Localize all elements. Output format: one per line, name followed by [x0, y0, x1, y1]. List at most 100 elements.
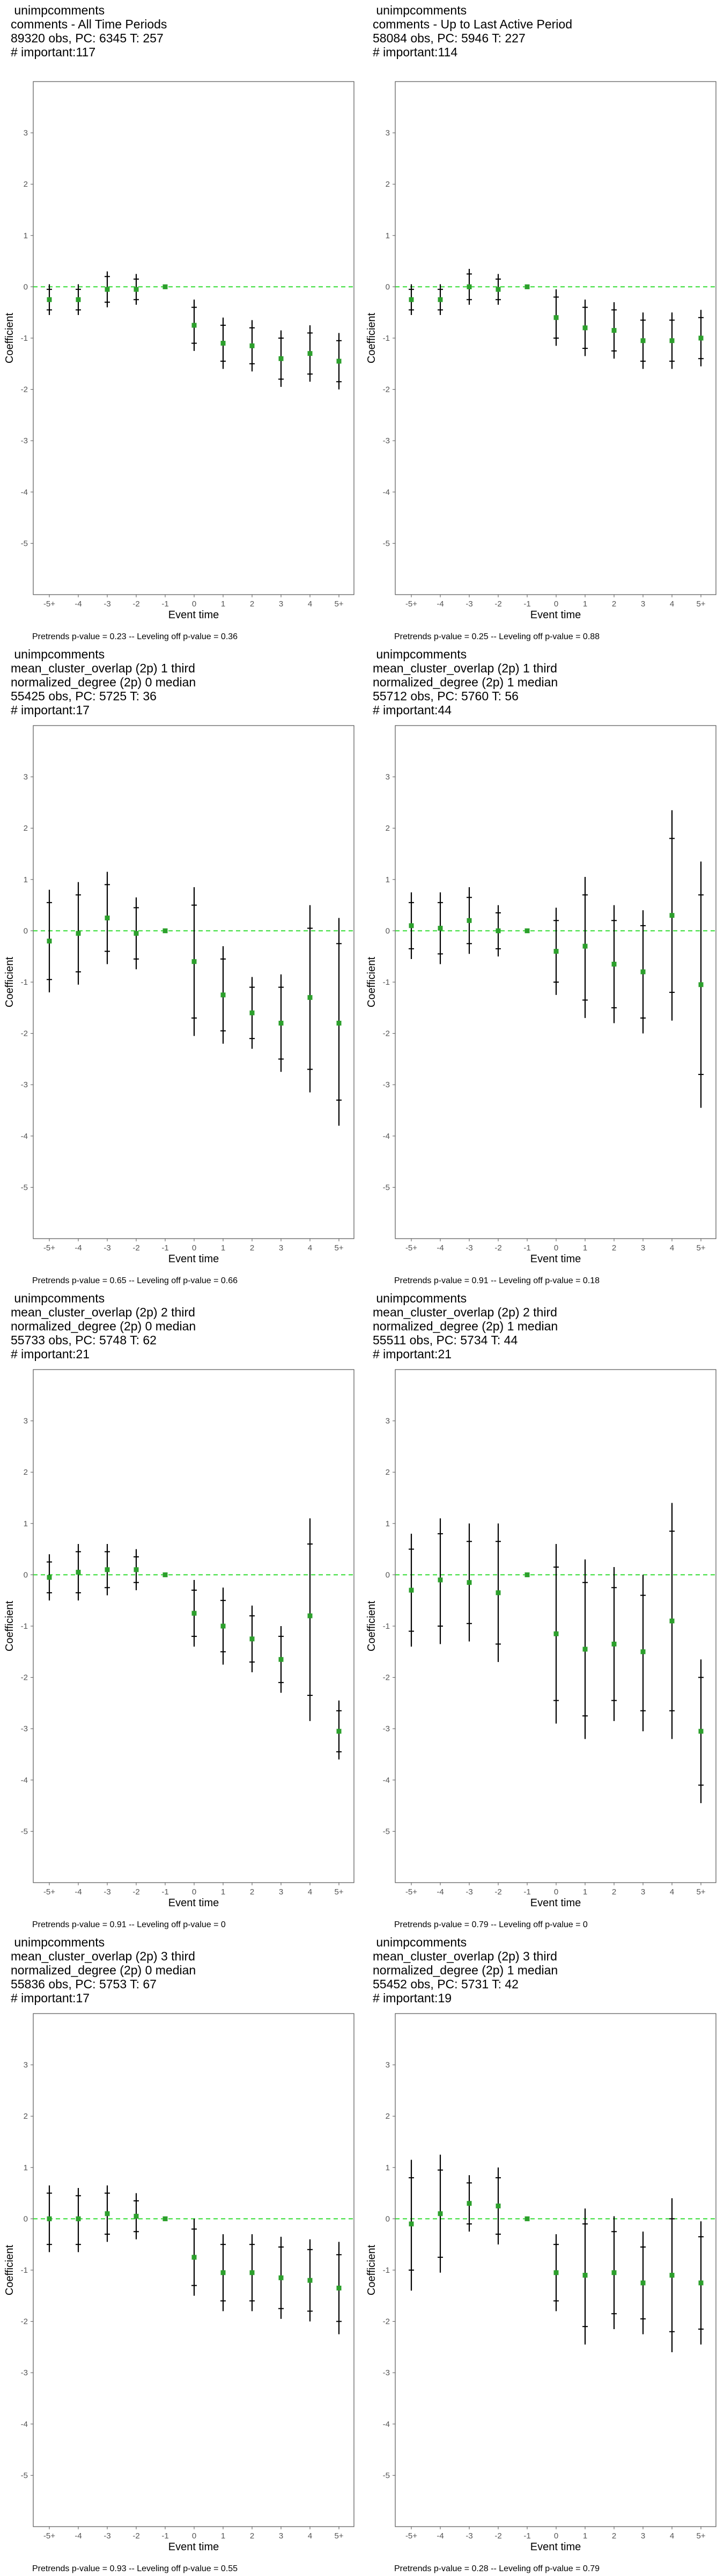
data-point-group: [47, 889, 52, 993]
data-point-group: [524, 2216, 530, 2221]
coefficient-point: [438, 297, 443, 302]
y-tick-label: -4: [21, 488, 28, 497]
y-tick-label: 2: [386, 824, 390, 833]
x-tick-label: 3: [641, 599, 645, 609]
coefficient-point: [47, 1575, 52, 1580]
data-point-group: [162, 928, 168, 933]
chart-title-line: # important:44: [373, 703, 452, 717]
chart-title-line: mean_cluster_overlap (2p) 1 third: [373, 661, 557, 675]
coefficient-point: [336, 1729, 342, 1734]
x-tick-label: -5+: [43, 1243, 55, 1253]
x-tick-label: 5+: [696, 1887, 705, 1897]
y-tick-label: 1: [386, 875, 390, 884]
chart-title-line: normalized_degree (2p) 0 median: [11, 1963, 196, 1977]
coefficient-point: [669, 338, 675, 343]
coefficient-point: [698, 335, 704, 341]
data-point-group: [467, 2175, 472, 2232]
coefficient-point: [553, 949, 559, 954]
chart-title: unimpcomments mean_cluster_overlap (2p) 3…: [373, 1935, 558, 2005]
chart-panel: unimpcomments mean_cluster_overlap (2p) 2…: [0, 1288, 362, 1932]
data-point-group: [336, 2242, 342, 2334]
x-tick-label: 1: [221, 1887, 225, 1897]
x-tick-label: 1: [221, 599, 225, 609]
data-point-group: [611, 1567, 617, 1721]
data-point-group: [409, 892, 414, 959]
y-tick-label: -1: [383, 1622, 390, 1631]
x-tick-label: 0: [554, 1887, 558, 1897]
x-tick-label: 5+: [696, 2531, 705, 2541]
y-tick-label: 1: [24, 875, 28, 884]
data-point-group: [640, 1575, 646, 1731]
y-tick-label: -4: [383, 2420, 390, 2429]
data-point-group: [438, 284, 443, 315]
data-point-group: [640, 910, 646, 1034]
data-point-group: [307, 325, 313, 382]
x-tick-label: 2: [612, 1887, 616, 1897]
chart-panel: unimpcomments comments - Up to Last Activ…: [362, 0, 724, 644]
x-tick-label: 5+: [334, 2531, 343, 2541]
y-tick-label: 3: [24, 773, 28, 782]
y-tick-label: -3: [383, 2368, 390, 2377]
y-tick-label: 0: [24, 1570, 28, 1579]
y-tick-label: -5: [21, 1183, 28, 1192]
data-point-group: [134, 274, 139, 305]
data-point-group: [220, 317, 226, 369]
data-point-group: [105, 1544, 110, 1596]
x-tick-label: -5+: [43, 2531, 55, 2541]
y-tick-label: -3: [21, 1724, 28, 1733]
data-point-group: [162, 284, 168, 289]
x-tick-label: 4: [308, 1887, 312, 1897]
x-tick-label: 3: [279, 599, 283, 609]
x-axis-title: Event time: [530, 609, 581, 621]
data-point-group: [524, 1572, 530, 1577]
y-tick-label: 2: [24, 824, 28, 833]
y-tick-label: -1: [21, 1622, 28, 1631]
data-point-group: [438, 2154, 443, 2273]
chart-title: unimpcomments comments - Up to Last Activ…: [373, 3, 572, 59]
y-tick-label: 1: [386, 2163, 390, 2172]
chart-title-line: normalized_degree (2p) 0 median: [11, 1319, 196, 1333]
x-tick-label: -2: [494, 1243, 501, 1253]
coefficient-point: [553, 2270, 559, 2275]
x-tick-label: -4: [75, 2531, 82, 2541]
chart-panel: unimpcomments mean_cluster_overlap (2p) 2…: [362, 1288, 724, 1932]
y-tick-label: 0: [386, 926, 390, 935]
x-tick-label: 2: [612, 599, 616, 609]
x-tick-label: -3: [466, 2531, 472, 2541]
x-tick-label: -5+: [43, 599, 55, 609]
x-tick-label: 0: [192, 2531, 196, 2541]
chart-title-line: mean_cluster_overlap (2p) 1 third: [11, 661, 195, 675]
x-tick-label: 2: [612, 1243, 616, 1253]
coefficient-point: [105, 2211, 110, 2216]
data-point-group: [105, 872, 110, 964]
chart-title-line: # important:17: [11, 703, 90, 717]
p-value-footer: Pretrends p-value = 0.91 -- Leveling off…: [32, 1920, 226, 1929]
chart-title-line: # important:114: [373, 45, 458, 59]
x-tick-label: 4: [308, 2531, 312, 2541]
coefficient-point: [76, 931, 81, 936]
y-tick-label: 1: [24, 2163, 28, 2172]
data-point-group: [278, 1626, 284, 1693]
x-tick-label: -3: [466, 599, 472, 609]
x-tick-label: 3: [279, 1243, 283, 1253]
x-tick-label: 2: [612, 2531, 616, 2541]
data-point-group: [220, 1587, 226, 1665]
coefficient-point: [640, 969, 646, 975]
x-tick-label: 0: [192, 1243, 196, 1253]
x-tick-label: -2: [494, 1887, 501, 1897]
coefficient-point: [162, 2216, 168, 2221]
data-point-group: [409, 1533, 414, 1647]
x-tick-label: 5+: [696, 599, 705, 609]
y-axis-title: Coefficient: [366, 956, 378, 1007]
chart-title-line: comments - Up to Last Active Period: [373, 17, 572, 31]
coefficient-point: [134, 931, 139, 936]
y-tick-label: -4: [383, 1776, 390, 1785]
chart-title-line: mean_cluster_overlap (2p) 3 third: [373, 1949, 557, 1963]
chart-plot: -5 -4 -3 -2 -1 0 1 2 3 -5+ -4 -3 -2 -1 0 1 2 3 4 5+ Event ti…: [366, 725, 716, 1265]
x-tick-label: 5+: [696, 1243, 705, 1253]
data-point-group: [220, 2234, 226, 2311]
y-tick-label: -1: [21, 978, 28, 987]
data-point-group: [134, 1549, 139, 1591]
data-point-group: [698, 2221, 704, 2345]
y-tick-label: -1: [383, 978, 390, 987]
